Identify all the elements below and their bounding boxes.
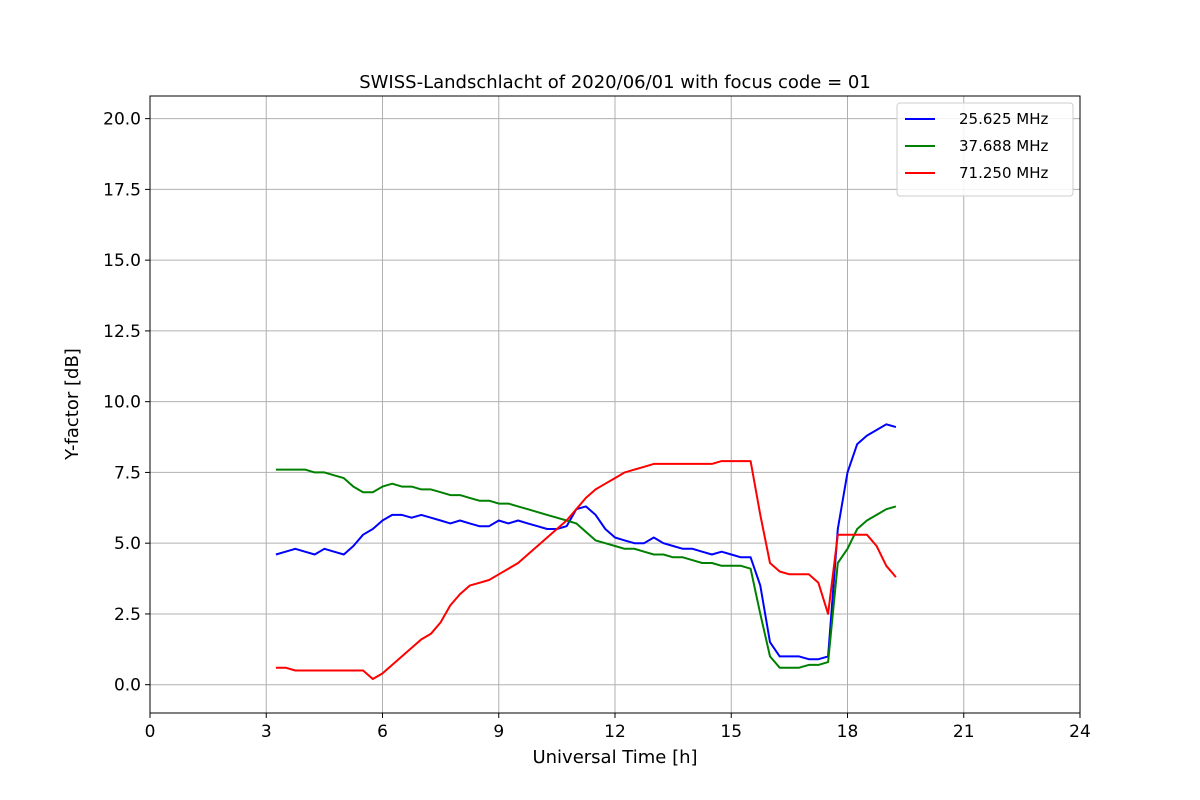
y-tick-label: 7.5	[114, 463, 141, 483]
series-line-3	[275, 460, 897, 680]
legend-label: 25.625 MHz	[959, 110, 1048, 128]
y-tick-label: 0.0	[114, 676, 141, 696]
y-axis-label: Y-factor [dB]	[62, 348, 83, 461]
y-tick-label: 15.0	[103, 251, 141, 271]
x-axis-ticks: 0 3 6 9 12 15 18 21 24	[145, 713, 1091, 742]
legend: 25.625 MHz 37.688 MHz 71.250 MHz	[896, 102, 1074, 197]
x-tick-label: 15	[720, 722, 742, 742]
grid-lines	[149, 96, 1081, 713]
x-tick-label: 12	[604, 722, 626, 742]
x-tick-label: 6	[377, 722, 388, 742]
series-line-1	[275, 423, 897, 661]
x-tick-label: 24	[1069, 722, 1091, 742]
y-tick-label: 5.0	[114, 534, 141, 554]
chart-title: SWISS-Landschlacht of 2020/06/01 with fo…	[359, 72, 871, 93]
legend-label: 37.688 MHz	[959, 137, 1048, 155]
series-lines	[275, 423, 897, 680]
y-tick-label: 10.0	[103, 393, 141, 413]
x-axis-label: Universal Time [h]	[532, 747, 697, 768]
x-tick-label: 21	[953, 722, 975, 742]
x-tick-label: 18	[837, 722, 859, 742]
y-tick-label: 20.0	[103, 110, 141, 130]
legend-label: 71.250 MHz	[959, 164, 1048, 182]
legend-box	[896, 102, 1074, 197]
x-tick-label: 0	[145, 722, 156, 742]
y-axis-ticks: 0.0 2.5 5.0 7.5 10.0 12.5 15.0 17.5 20.0	[103, 110, 150, 696]
y-tick-label: 17.5	[103, 180, 141, 200]
x-tick-label: 9	[493, 722, 504, 742]
y-tick-label: 12.5	[103, 322, 141, 342]
y-tick-label: 2.5	[114, 605, 141, 625]
x-tick-label: 3	[261, 722, 272, 742]
series-line-2	[275, 468, 897, 669]
